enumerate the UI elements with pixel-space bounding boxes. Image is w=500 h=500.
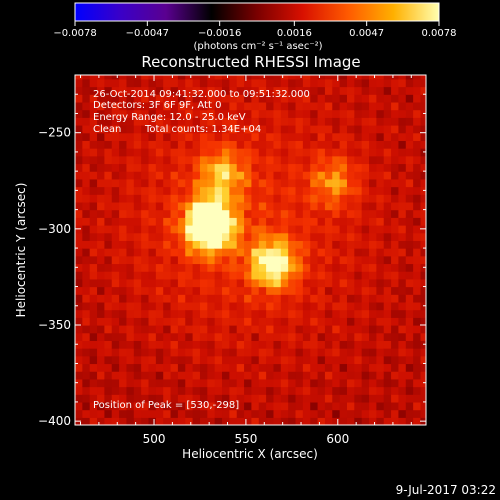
colorbar-tick-label-0: −0.0078 xyxy=(53,28,96,39)
plot-annotations: 26-Oct-2014 09:41:32.000 to 09:51:32.000… xyxy=(93,89,310,411)
plot-frame xyxy=(74,74,427,426)
colorbar-tick-label-4: 0.0047 xyxy=(349,28,384,39)
x-axis-ticks: 500 550 600 xyxy=(80,75,412,446)
y-tick-label-1: −300 xyxy=(38,222,71,236)
y-axis-ticks: −250 −300 −350 −400 xyxy=(38,74,426,428)
x-tick-label-1: 550 xyxy=(234,432,257,446)
y-axis-label: Heliocentric Y (arcsec) xyxy=(14,183,28,318)
colorbar-tick-label-3: 0.0016 xyxy=(277,28,312,39)
annotation-peak-position: Position of Peak = [530,-298] xyxy=(93,400,239,411)
annotation-detectors: Detectors: 3F 6F 9F, Att 0 xyxy=(93,100,221,111)
y-tick-label-2: −350 xyxy=(38,318,71,332)
annotation-total-counts: Total counts: 1.34E+04 xyxy=(144,124,261,135)
colorbar-tick-label-2: −0.0016 xyxy=(198,28,241,39)
colorbar-unit-label: (photons cm⁻² s⁻¹ asec⁻²) xyxy=(193,41,322,52)
annotation-energy-range: Energy Range: 12.0 - 25.0 keV xyxy=(93,112,246,123)
y-tick-label-3: −400 xyxy=(38,414,71,428)
colorbar: −0.0078 −0.0047 −0.0016 0.0016 0.0047 0.0078 … xyxy=(53,2,457,52)
annotation-method: Clean xyxy=(93,124,121,135)
chart-title: Reconstructed RHESSI Image xyxy=(141,53,360,71)
plot-area: 500 550 600 −250 −300 −350 −400 xyxy=(38,74,427,446)
y-tick-label-0: −250 xyxy=(38,126,71,140)
x-tick-label-2: 600 xyxy=(326,432,349,446)
colorbar-ticks: −0.0078 −0.0047 −0.0016 0.0016 0.0047 0.0078 xyxy=(53,21,457,39)
heatmap-image xyxy=(75,75,426,425)
colorbar-tick-label-1: −0.0047 xyxy=(126,28,169,39)
x-axis-label: Heliocentric X (arcsec) xyxy=(182,447,318,461)
colorbar-gradient xyxy=(74,2,440,22)
annotation-time-range: 26-Oct-2014 09:41:32.000 to 09:51:32.000 xyxy=(93,89,310,100)
colorbar-tick-label-5: 0.0078 xyxy=(422,28,457,39)
date-stamp: 9-Jul-2017 03:22 xyxy=(396,483,496,497)
x-tick-label-0: 500 xyxy=(143,432,166,446)
